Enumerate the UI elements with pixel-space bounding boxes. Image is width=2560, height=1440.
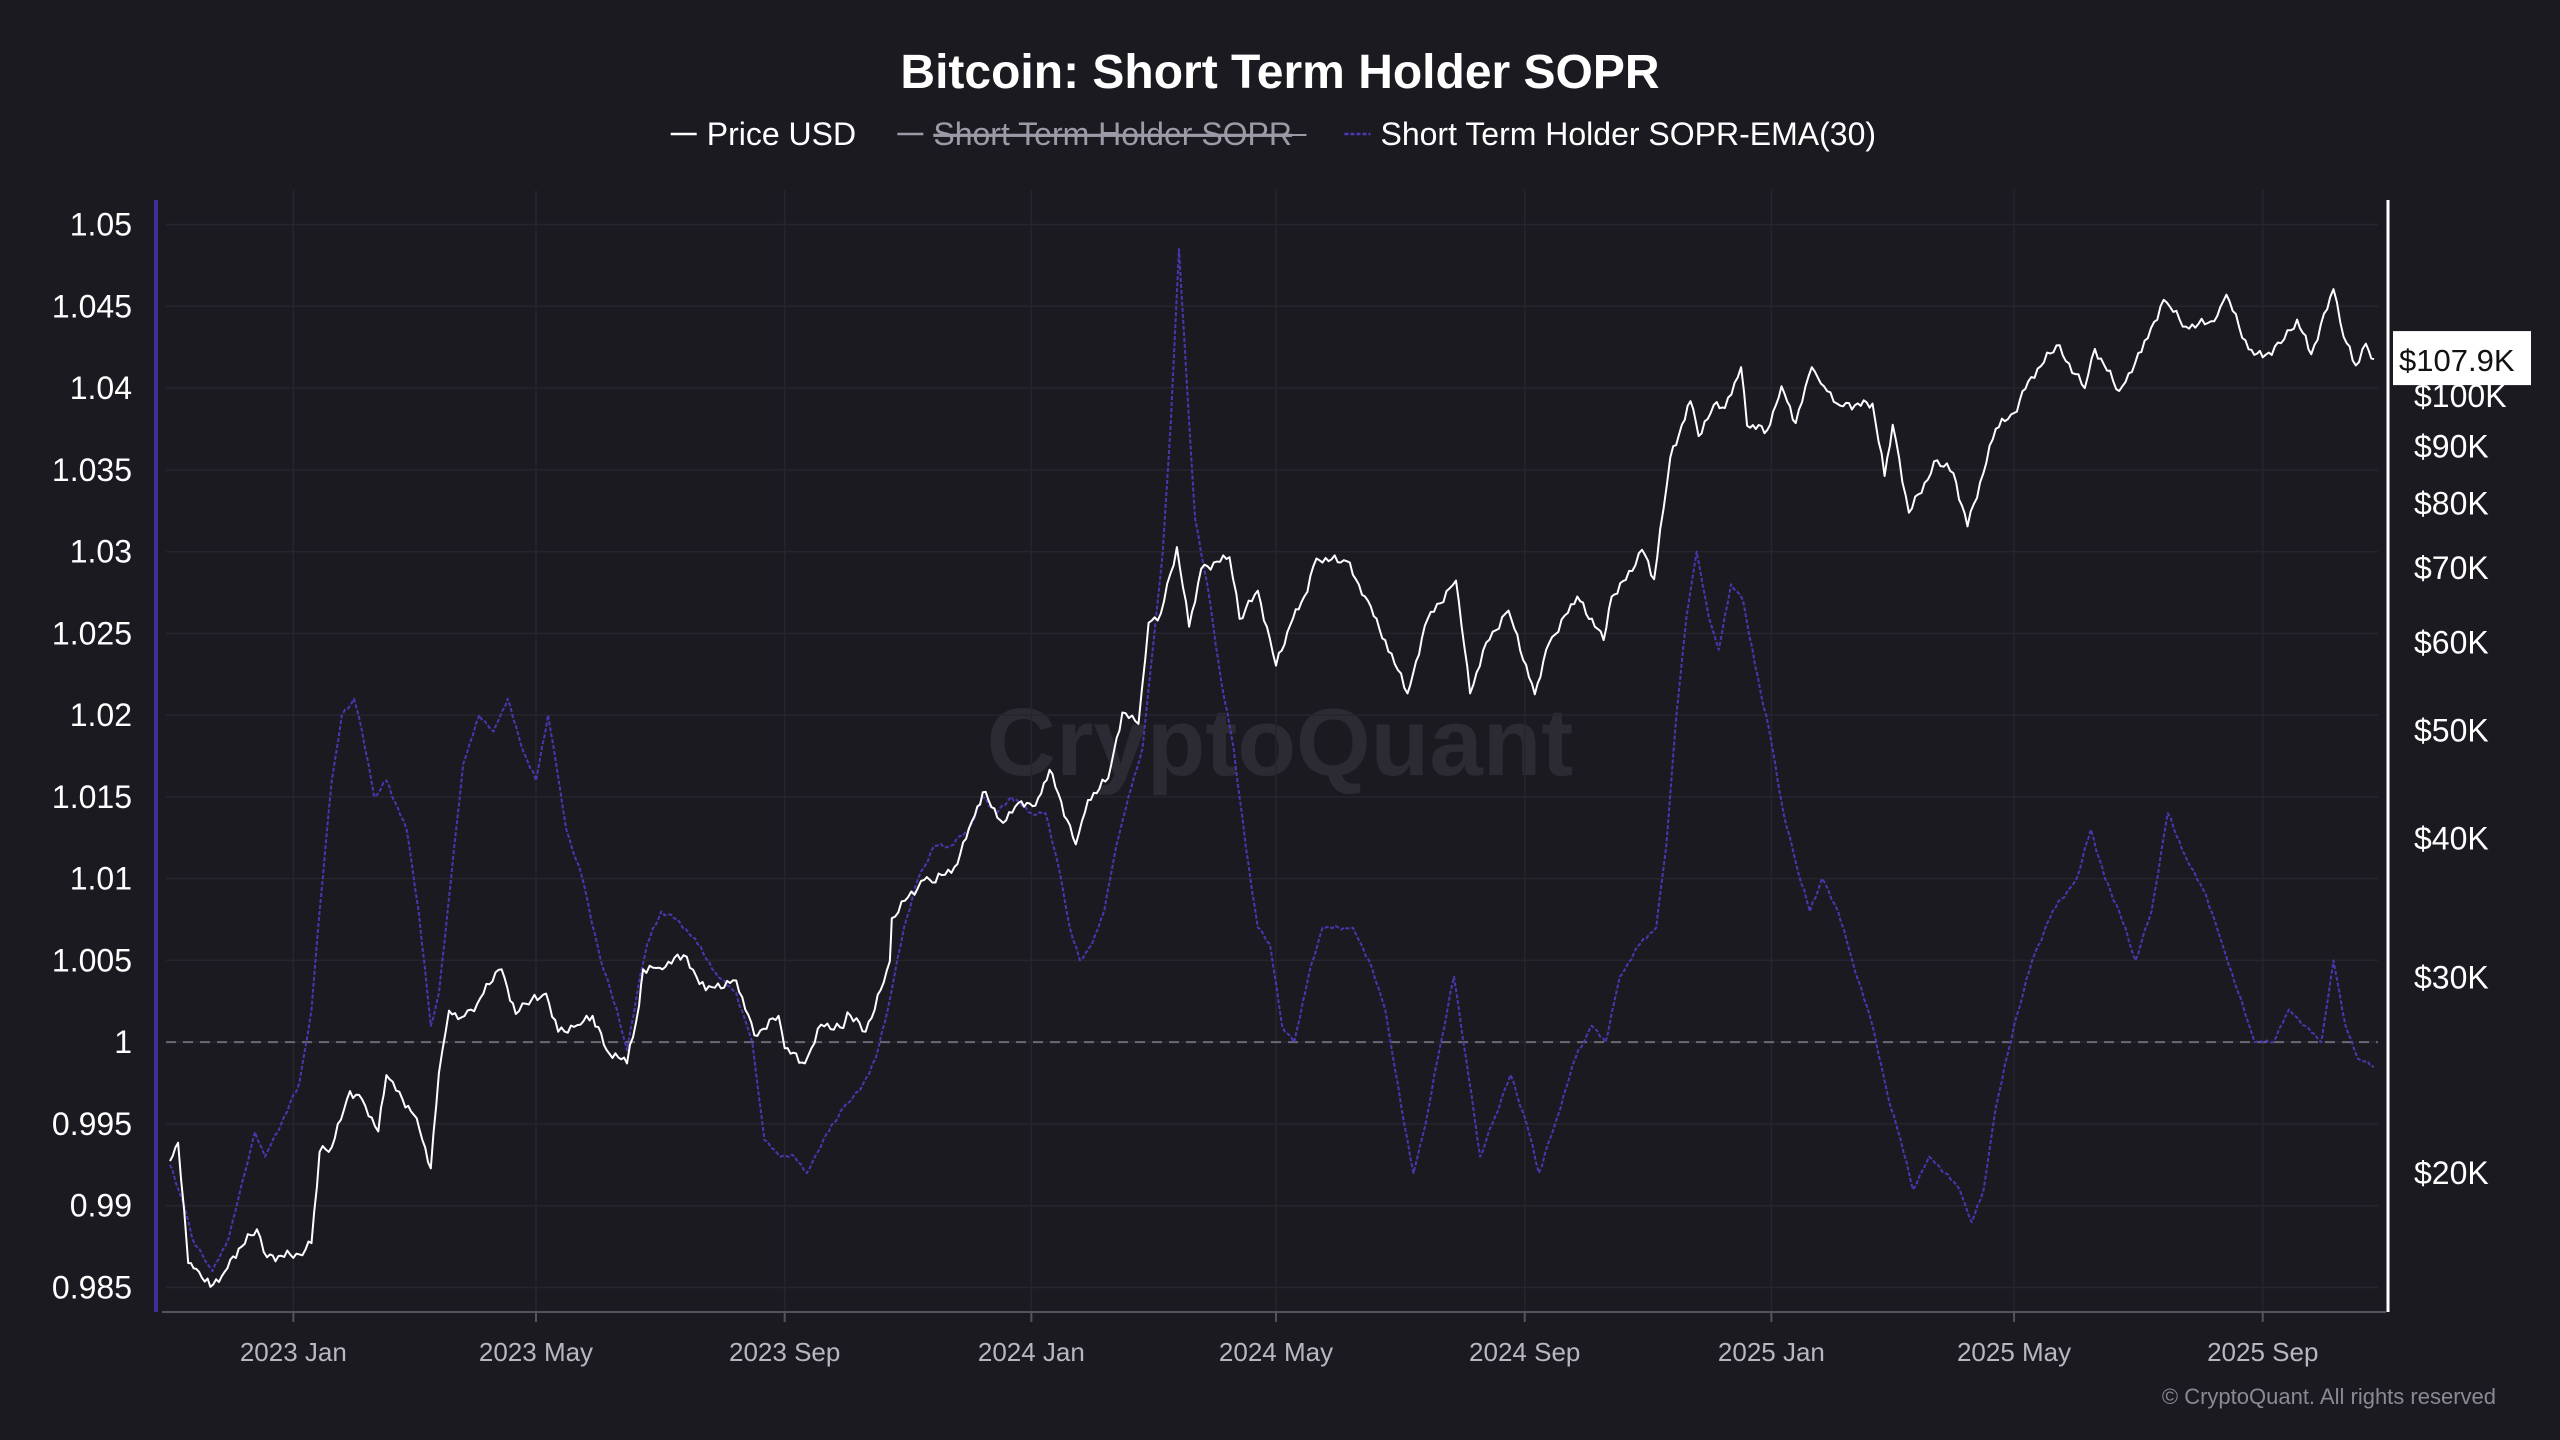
- left-tick-label: 0.995: [52, 1106, 132, 1142]
- series-line-price-usd: [169, 288, 2375, 1288]
- right-tick-label: $90K: [2414, 429, 2489, 465]
- watermark-text: CryptoQuant: [987, 689, 1574, 796]
- x-tick-label: 2023 Jan: [240, 1337, 347, 1367]
- left-tick-label: 1: [114, 1024, 132, 1060]
- series-line-sopr-ema30: [169, 248, 2375, 1273]
- left-tick-label: 1.04: [70, 370, 132, 406]
- right-tick-label: $20K: [2414, 1155, 2489, 1191]
- chart-title: Bitcoin: Short Term Holder SOPR: [900, 46, 1659, 99]
- left-tick-label: 1.025: [52, 615, 132, 651]
- x-tick-label: 2024 Sep: [1469, 1337, 1580, 1367]
- legend-item-1[interactable]: Short Term Holder SOPR: [897, 116, 1307, 152]
- label-layer: 1.05 1.045 1.04 1.035 1.03 1.025 1.02 1.015 1.01…: [52, 207, 2531, 1367]
- x-tick-label: 2025 Sep: [2207, 1337, 2318, 1367]
- x-tick-label: 2023 Sep: [729, 1337, 840, 1367]
- legend-item-2[interactable]: Short Term Holder SOPR-EMA(30): [1344, 116, 1876, 152]
- left-tick-label: 0.985: [52, 1269, 132, 1305]
- left-tick-label: 1.035: [52, 452, 132, 488]
- right-tick-label: $70K: [2414, 550, 2489, 586]
- x-tick-label: 2024 May: [1219, 1337, 1333, 1367]
- left-tick-label: 1.005: [52, 942, 132, 978]
- left-tick-label: 1.02: [70, 697, 132, 733]
- last-price-badge: $107.9K: [2393, 331, 2531, 386]
- right-tick-label: $80K: [2414, 486, 2489, 522]
- legend[interactable]: Price USD Short Term Holder SOPR Short Ter…: [670, 116, 1876, 152]
- left-tick-label: 0.99: [70, 1188, 132, 1224]
- left-tick-label: 1.05: [70, 207, 132, 243]
- x-tick-label: 2023 May: [479, 1337, 593, 1367]
- left-tick-label: 1.015: [52, 779, 132, 815]
- left-tick-label: 1.045: [52, 288, 132, 324]
- last-price-label: $107.9K: [2399, 343, 2515, 378]
- right-tick-label: $40K: [2414, 820, 2489, 856]
- left-tick-label: 1.03: [70, 534, 132, 570]
- legend-item-0[interactable]: Price USD: [670, 116, 856, 152]
- x-tick-label: 2025 May: [1957, 1337, 2071, 1367]
- right-tick-label: $30K: [2414, 959, 2489, 995]
- right-tick-label: $50K: [2414, 713, 2489, 749]
- x-tick-label: 2025 Jan: [1718, 1337, 1825, 1367]
- grid-layer: [166, 190, 2378, 1312]
- legend-label: Price USD: [707, 116, 856, 152]
- last-price-badge-bg: [2393, 331, 2531, 386]
- left-tick-label: 1.01: [70, 861, 132, 897]
- axes-layer: [154, 200, 2390, 1322]
- legend-label: Short Term Holder SOPR-EMA(30): [1380, 116, 1876, 152]
- copyright-text: © CryptoQuant. All rights reserved: [2162, 1384, 2496, 1409]
- right-tick-label: $60K: [2414, 625, 2489, 661]
- series-layer: [169, 248, 2375, 1288]
- x-tick-label: 2024 Jan: [978, 1337, 1085, 1367]
